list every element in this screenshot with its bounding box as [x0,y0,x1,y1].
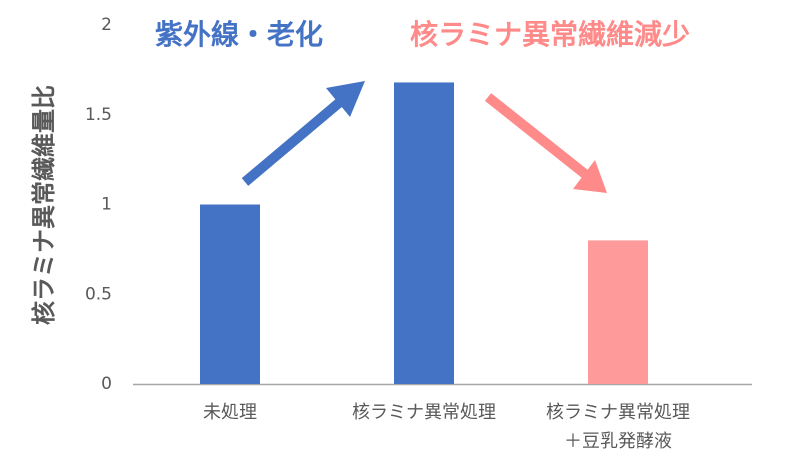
y-tick-label: 0 [101,374,112,394]
bar [394,82,454,384]
y-tick-label: 1 [101,195,112,215]
bar [588,240,648,384]
x-tick-label: 核ラミナ異常処理 [352,402,496,423]
y-axis-label: 核ラミナ異常繊維量比 [30,85,58,325]
y-tick-label: 2 [101,15,112,35]
bar [200,204,260,384]
y-tick-label: 1.5 [85,105,112,125]
x-tick-label: 未処理 [203,402,257,423]
y-tick-label: 0.5 [85,284,112,304]
x-tick-label: 核ラミナ異常処理＋豆乳発酵液 [546,402,690,452]
arrow-up [241,81,365,186]
arrow-down [484,93,607,193]
annotation: 紫外線・老化 [155,18,323,51]
annotation: 核ラミナ異常繊維減少 [410,18,690,51]
